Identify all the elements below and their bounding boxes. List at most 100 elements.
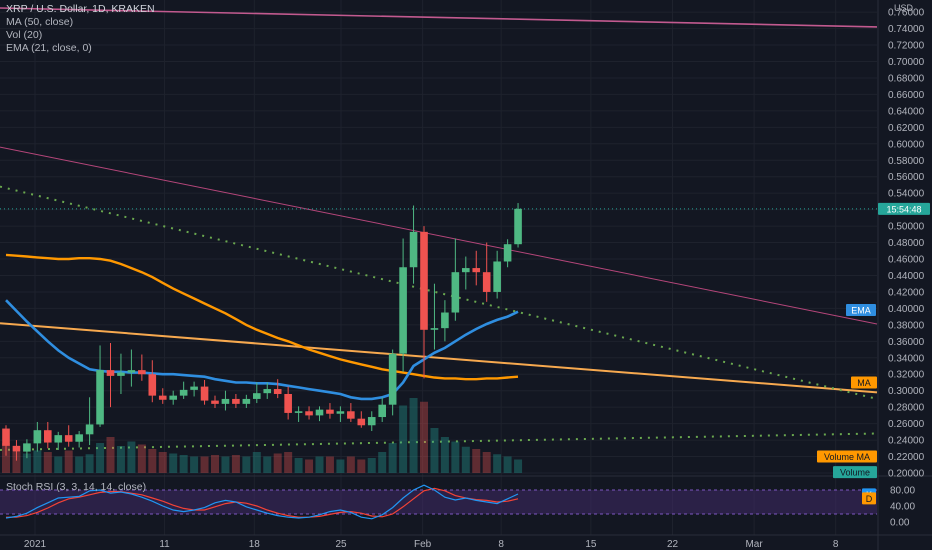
candle-body [127, 370, 136, 373]
candle[interactable] [388, 349, 397, 416]
ema-tag-bg [846, 304, 876, 317]
indicator-vol[interactable]: Vol (20) [6, 29, 43, 41]
candle[interactable] [23, 439, 31, 459]
candle[interactable] [75, 431, 83, 448]
candle[interactable] [85, 397, 94, 446]
candle-body [503, 244, 512, 262]
candle[interactable] [138, 354, 146, 381]
volume-bar [325, 456, 334, 473]
candle[interactable] [64, 425, 73, 447]
candle-body [190, 386, 198, 390]
candle[interactable] [106, 342, 115, 408]
volume-bar [263, 456, 272, 473]
stoch-tick-label: 80.00 [890, 486, 915, 497]
candle[interactable] [127, 349, 136, 387]
candle[interactable] [347, 403, 355, 422]
candle[interactable] [482, 242, 491, 302]
candle[interactable] [44, 421, 52, 449]
candle-body [273, 389, 282, 394]
volume-bar [482, 452, 491, 473]
candle[interactable] [232, 393, 240, 408]
stoch-tick-label: 0.00 [890, 518, 910, 529]
candle[interactable] [190, 381, 198, 397]
candle[interactable] [2, 425, 10, 456]
time-tick-label: 18 [249, 539, 261, 550]
candle-body [106, 370, 115, 376]
candle[interactable] [96, 345, 104, 427]
candle-body [211, 400, 219, 404]
stoch-rsi-title[interactable]: Stoch RSI (3, 3, 14, 14, close) [6, 481, 147, 493]
candle[interactable] [326, 403, 334, 419]
volume-bar [461, 446, 470, 473]
upper-resistance-trendline [0, 7, 878, 28]
price-tick-label: 0.20000 [888, 469, 925, 480]
candle[interactable] [357, 411, 366, 428]
candle[interactable] [503, 239, 512, 268]
price-tick-label: 0.54000 [888, 189, 925, 200]
candle[interactable] [273, 379, 282, 399]
candle[interactable] [200, 380, 209, 405]
volume-bar [420, 401, 428, 473]
candle-body [305, 411, 313, 416]
time-tick-label: 22 [667, 539, 679, 550]
time-axis[interactable]: 2021 11 18 25 Feb 8 15 22 Mar 8 [24, 539, 839, 550]
candle[interactable] [378, 397, 386, 422]
candle[interactable] [54, 431, 63, 450]
candle[interactable] [451, 238, 460, 321]
candle[interactable] [305, 406, 313, 420]
candle-body [96, 370, 104, 425]
candle[interactable] [430, 283, 439, 350]
stoch-d-tag: D [862, 492, 876, 505]
candle[interactable] [284, 386, 292, 420]
candle[interactable] [253, 382, 261, 404]
candle-body [441, 312, 449, 329]
volume-bar [231, 455, 240, 473]
price-axis[interactable]: 0.76000 0.74000 0.72000 0.70000 0.68000 0.660… [888, 3, 925, 529]
candle[interactable] [148, 360, 157, 403]
volume-bar [252, 452, 261, 473]
candle-body [347, 411, 355, 419]
volume-bar [294, 458, 303, 473]
volume-bar [409, 398, 418, 473]
indicator-ma50[interactable]: MA (50, close) [6, 16, 74, 28]
volume-bar [346, 456, 355, 473]
indicator-ema21[interactable]: EMA (21, close, 0) [6, 42, 92, 54]
symbol-title[interactable]: XRP / U.S. Dollar, 1D, KRAKEN [6, 3, 155, 15]
candle[interactable] [472, 250, 481, 286]
time-tick-label: 25 [335, 539, 347, 550]
candle-body [451, 272, 460, 313]
candle[interactable] [441, 300, 449, 342]
candle[interactable] [117, 353, 125, 394]
candle[interactable] [263, 382, 272, 399]
candle[interactable] [315, 406, 324, 422]
volume-bar [43, 452, 52, 473]
candle[interactable] [493, 250, 501, 299]
candle[interactable] [409, 205, 418, 284]
price-tick-label: 0.50000 [888, 222, 925, 233]
candle[interactable] [462, 256, 470, 290]
volume-bar [75, 456, 84, 473]
candle[interactable] [420, 226, 428, 379]
candle[interactable] [158, 388, 167, 404]
candle[interactable] [294, 406, 303, 422]
candles[interactable] [2, 203, 522, 461]
candle[interactable] [399, 238, 407, 372]
candle[interactable] [336, 406, 345, 422]
candle[interactable] [242, 394, 251, 408]
candle[interactable] [179, 381, 188, 399]
candle-body [367, 417, 376, 426]
candle[interactable] [221, 390, 230, 411]
ema-tag: EMA [846, 304, 876, 317]
candle[interactable] [514, 203, 522, 248]
candle[interactable] [33, 421, 42, 452]
price-tick-label: 0.64000 [888, 106, 925, 117]
price-tick-label: 0.36000 [888, 337, 925, 348]
volume-tag-text: Volume [840, 468, 870, 478]
price-tick-label: 0.62000 [888, 123, 925, 134]
candle[interactable] [12, 440, 21, 461]
candle[interactable] [169, 390, 177, 405]
candle[interactable] [367, 411, 376, 432]
candle[interactable] [211, 395, 219, 408]
